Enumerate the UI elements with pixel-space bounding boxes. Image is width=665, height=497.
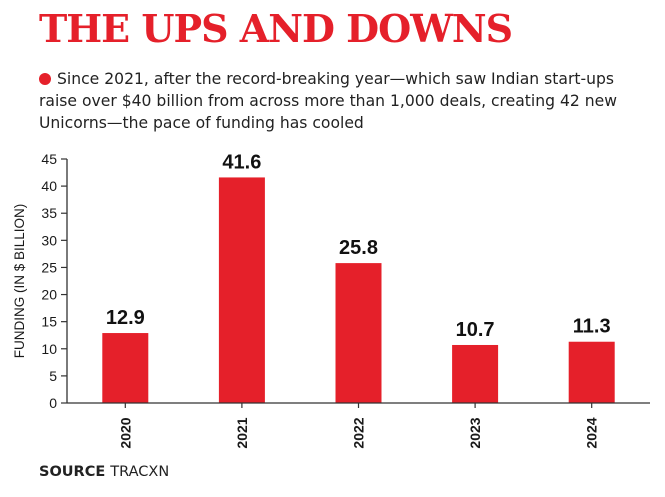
x-tick-label-2021: 2021	[234, 417, 250, 448]
bar-2024	[568, 341, 615, 403]
x-tick-label-2022: 2022	[351, 417, 367, 448]
y-tick-label: 20	[41, 287, 57, 303]
y-axis-ticks: 0 5 10 15 20 25 30 35 40 45	[41, 151, 67, 411]
value-label-2024: 11.3	[573, 316, 611, 338]
x-axis-labels: 2020 2021 2022 2023 2024	[117, 403, 600, 449]
value-label-2023: 10.7	[456, 319, 495, 341]
y-tick-label: 45	[41, 151, 57, 167]
source-label: SOURCE	[39, 464, 106, 480]
bar-2021	[218, 177, 265, 403]
y-tick-label: 25	[41, 259, 57, 275]
value-labels-group: 12.9 41.6 25.8 10.7 11.3	[106, 151, 611, 341]
bars-group	[102, 177, 615, 403]
y-tick-label: 5	[49, 368, 57, 384]
y-tick-label: 10	[41, 341, 57, 357]
x-tick-label-2020: 2020	[117, 417, 133, 448]
value-label-2020: 12.9	[106, 307, 145, 329]
y-tick-label: 35	[41, 205, 57, 221]
x-tick-label-2023: 2023	[467, 417, 483, 448]
bar-2022	[335, 263, 382, 403]
page-title: THE UPS AND DOWNS	[39, 6, 513, 51]
value-label-2021: 41.6	[222, 151, 261, 173]
subtitle-text: Since 2021, after the record-breaking ye…	[39, 70, 617, 132]
y-tick-label: 15	[41, 314, 57, 330]
bar-2020	[102, 333, 149, 403]
bar-2023	[452, 344, 499, 403]
y-tick-label: 0	[49, 395, 57, 411]
bullet-dot-icon	[39, 73, 51, 85]
source-credit: SOURCE TRACXN	[39, 464, 169, 480]
chart-description: Since 2021, after the record-breaking ye…	[39, 68, 654, 134]
source-name: TRACXN	[110, 464, 170, 480]
value-label-2022: 25.8	[339, 237, 378, 259]
y-axis-title: FUNDING (IN $ BILLION)	[12, 204, 27, 359]
x-tick-label-2024: 2024	[584, 417, 600, 448]
y-tick-label: 30	[41, 232, 57, 248]
y-tick-label: 40	[41, 178, 57, 194]
